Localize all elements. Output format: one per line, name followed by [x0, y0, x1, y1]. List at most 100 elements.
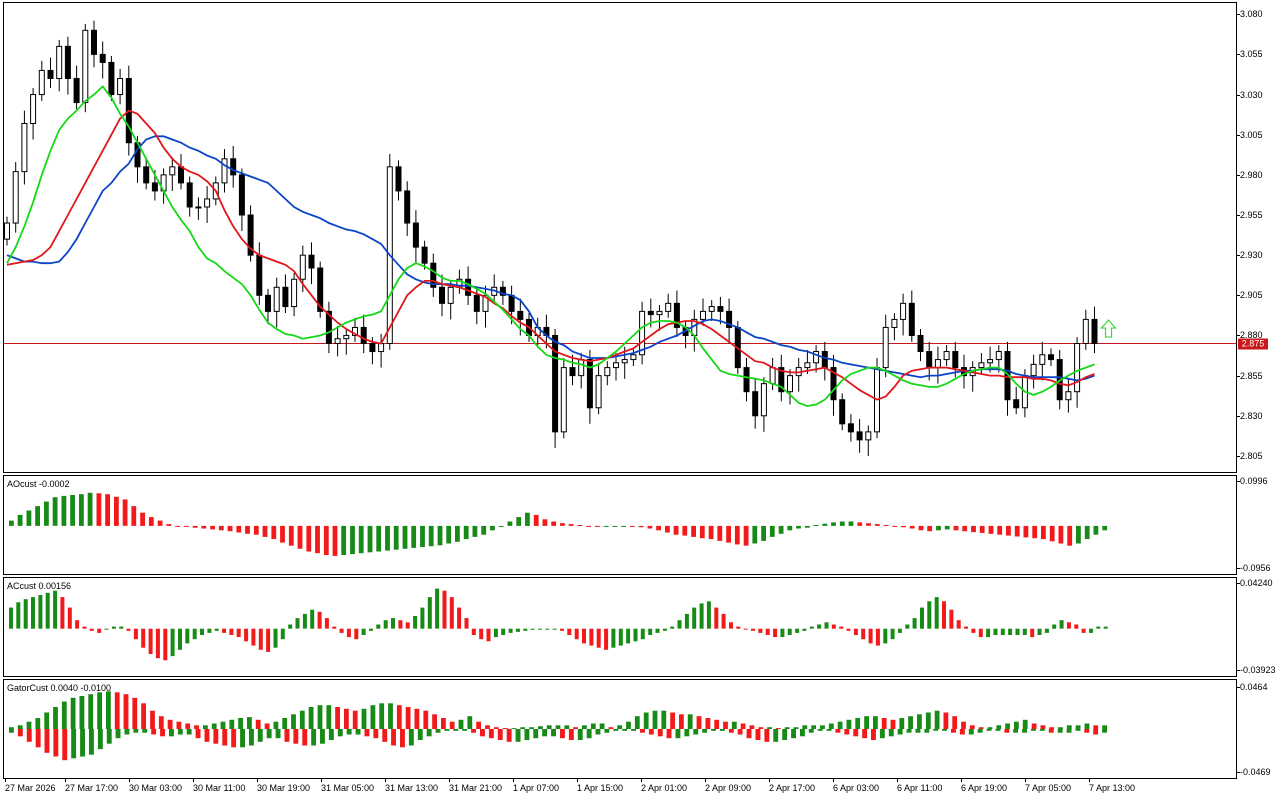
candle-body [717, 306, 724, 312]
candle [395, 160, 402, 201]
ac-bar [111, 626, 116, 629]
ac-bar [89, 628, 94, 631]
gator-bar [53, 729, 59, 757]
gator-bar [577, 729, 583, 740]
candle-body [595, 375, 602, 409]
candle [604, 361, 611, 386]
price-chart-pane[interactable] [3, 2, 1237, 473]
ao-bar [944, 525, 950, 530]
time-axis: 27 Mar 2026 27 Mar 17:00 30 Mar 03:00 30 Ma… [3, 779, 1237, 800]
candle [943, 345, 950, 366]
alligator-jaw-line [6, 135, 1095, 382]
candle-body [917, 334, 924, 353]
gator-bar [613, 729, 619, 731]
ac-bar [38, 595, 43, 629]
candle [795, 357, 802, 392]
candle-body [99, 53, 106, 63]
gator-bar [1022, 729, 1027, 733]
gator-bar [934, 710, 940, 729]
gator-bar [1022, 719, 1028, 729]
candle-body [752, 391, 759, 417]
gator-bar [661, 710, 667, 729]
gator-bar [417, 729, 423, 740]
candle-body [282, 286, 289, 308]
gator-bar [26, 729, 32, 742]
gator-bar [195, 729, 201, 739]
candle [639, 301, 646, 365]
price-chart-canvas[interactable] [4, 3, 1236, 472]
candle-body [1091, 318, 1098, 345]
candle-body [395, 166, 402, 192]
candle [908, 290, 915, 342]
ac-bar [23, 599, 28, 629]
gator-axis-max: 0.0464 [1237, 682, 1268, 692]
candle-body [30, 94, 37, 124]
gator-bar [755, 729, 761, 740]
candle-body [639, 310, 646, 356]
ao-bar [79, 494, 84, 526]
candle [1082, 309, 1089, 350]
ao-bar [44, 501, 49, 526]
alligator-lips-line [6, 85, 1095, 408]
gator-bar [176, 721, 182, 729]
gator-bar [194, 725, 199, 729]
candle-body [412, 222, 419, 248]
ao-indicator-label: AOcust -0.0002 [7, 479, 70, 489]
ac-bar [611, 628, 616, 648]
gator-bar [595, 729, 601, 735]
ac-bar [141, 628, 146, 648]
time-axis-label: 6 Apr 19:00 [961, 779, 1008, 793]
ao-bar [411, 525, 417, 548]
ac-bar [442, 590, 447, 629]
candle-body [760, 383, 767, 417]
ao-bar [507, 521, 513, 526]
gator-bar [586, 729, 592, 739]
time-axis-label: 7 Apr 05:00 [1025, 779, 1072, 793]
ac-bar [912, 618, 917, 629]
ac-bar [185, 628, 190, 644]
candle-body [1082, 318, 1089, 345]
ao-bar [603, 525, 609, 527]
gator-bar [335, 707, 340, 729]
gator-indicator-pane[interactable]: GatorCust 0.0040 -0.0100 [3, 679, 1237, 779]
candle [856, 418, 863, 453]
gator-bar [622, 729, 628, 731]
ao-bar [52, 497, 58, 526]
ao-indicator-pane[interactable]: AOcust -0.0002 [3, 475, 1237, 575]
candle-body [586, 359, 593, 409]
gator-bar [791, 729, 796, 739]
gator-bar [670, 712, 675, 729]
candle-body [560, 367, 567, 433]
gator-bar [488, 729, 494, 739]
gator-bar [773, 729, 779, 742]
gator-bar [44, 729, 50, 753]
candle [430, 253, 437, 297]
ac-bar [920, 607, 924, 629]
ac-bar [413, 616, 418, 629]
ac-bar [875, 628, 880, 646]
time-axis-label: 30 Mar 03:00 [129, 779, 183, 793]
candle [969, 361, 976, 392]
ac-price-axis: 0.04240 -0.03923 [1237, 577, 1280, 677]
ac-bar [604, 628, 609, 650]
candle [900, 293, 907, 336]
gator-bar [185, 723, 191, 729]
candle-body [926, 351, 933, 369]
gator-bar [441, 718, 446, 729]
ac-indicator-pane[interactable]: ACcust 0.00156 [3, 577, 1237, 677]
gator-bar [925, 712, 931, 729]
gator-bar [908, 716, 913, 729]
candle-body [995, 351, 1002, 361]
gator-bar [124, 729, 130, 735]
gator-bar [264, 723, 270, 729]
gator-bar [462, 729, 468, 731]
candle-body [325, 310, 332, 345]
ao-bar [140, 512, 145, 526]
ac-bar [589, 628, 594, 646]
gator-bar [800, 729, 805, 737]
ac-bar [258, 628, 263, 650]
ac-bar [839, 626, 844, 629]
candle [952, 341, 959, 378]
ao-bar [892, 525, 898, 527]
gator-bar [1031, 729, 1036, 731]
